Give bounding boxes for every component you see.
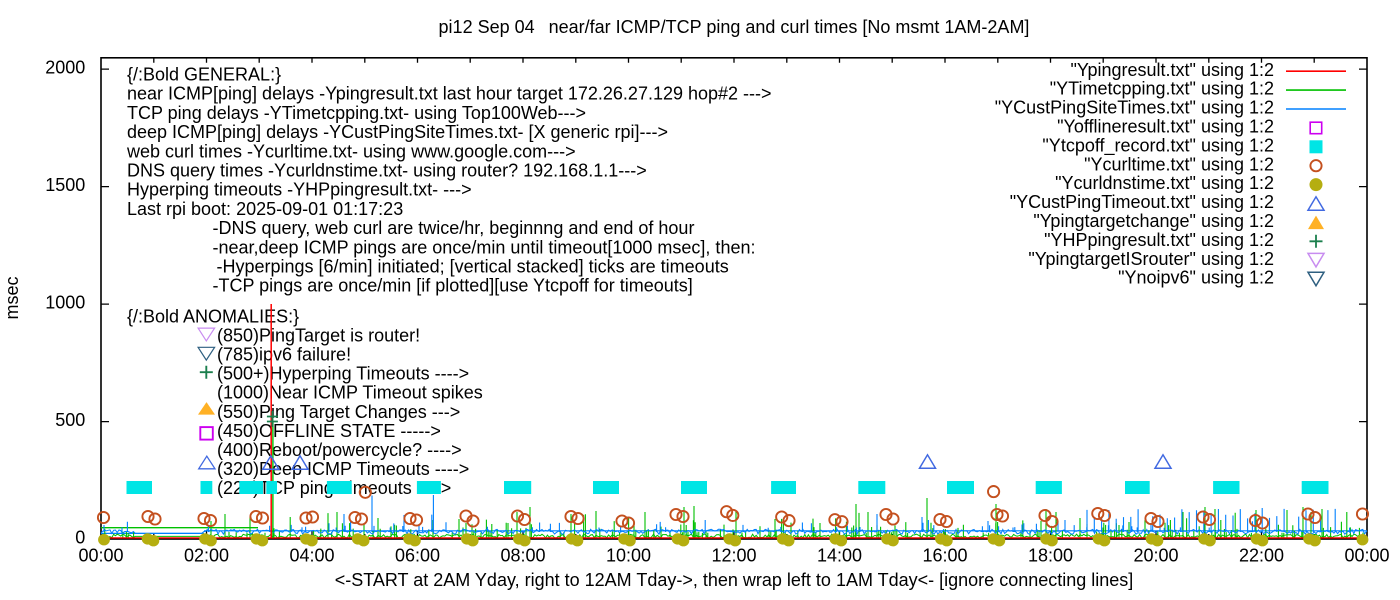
- svg-text:<-START at 2AM Yday, right to: <-START at 2AM Yday, right to 12AM Tday-…: [335, 570, 1134, 590]
- svg-text:msec: msec: [2, 276, 22, 319]
- svg-text:Hyperping timeouts -YHPpingres: Hyperping timeouts -YHPpingresult.txt- -…: [127, 180, 472, 200]
- svg-text:06:00: 06:00: [395, 546, 440, 566]
- svg-text:"YTimetcpping.txt" using 1:2: "YTimetcpping.txt" using 1:2: [1050, 79, 1274, 99]
- svg-text:(850)PingTarget is router!: (850)PingTarget is router!: [217, 326, 420, 346]
- svg-text:00:00: 00:00: [78, 546, 123, 566]
- svg-text:"Ypingtargetchange" using 1:2: "Ypingtargetchange" using 1:2: [1033, 211, 1274, 231]
- svg-text:web curl times -Ycurltime.txt-: web curl times -Ycurltime.txt- using www…: [126, 141, 576, 161]
- svg-text:"Ycurldnstime.txt" using 1:2: "Ycurldnstime.txt" using 1:2: [1055, 173, 1274, 193]
- svg-text:0: 0: [75, 528, 85, 548]
- svg-text:Last rpi boot: 2025-09-01 01:1: Last rpi boot: 2025-09-01 01:17:23: [127, 199, 403, 219]
- svg-text:"YHPpingresult.txt" using 1:2: "YHPpingresult.txt" using 1:2: [1044, 230, 1274, 250]
- svg-text:(400)Reboot/powercycle? ---->: (400)Reboot/powercycle? ---->: [217, 440, 462, 460]
- svg-text:"YCustPingTimeout.txt" using 1: "YCustPingTimeout.txt" using 1:2: [1010, 192, 1274, 212]
- svg-text:{/:Bold GENERAL:}: {/:Bold GENERAL:}: [127, 65, 281, 85]
- svg-text:14:00: 14:00: [817, 546, 862, 566]
- svg-text:500: 500: [55, 410, 85, 430]
- svg-text:-TCP pings are once/min [if pl: -TCP pings are once/min [if plotted][use…: [213, 276, 693, 296]
- svg-text:"Ynoipv6" using 1:2: "Ynoipv6" using 1:2: [1118, 268, 1274, 288]
- svg-text:(450)OFFLINE STATE ----->: (450)OFFLINE STATE ----->: [217, 421, 441, 441]
- svg-text:(500+)Hyperping Timeouts ---->: (500+)Hyperping Timeouts ---->: [217, 364, 469, 384]
- svg-text:-DNS query, web curl are twice: -DNS query, web curl are twice/hr, begin…: [213, 218, 695, 238]
- svg-text:16:00: 16:00: [922, 546, 967, 566]
- svg-text:DNS query times -Ycurldnstime.: DNS query times -Ycurldnstime.txt- using…: [127, 161, 647, 181]
- svg-text:"Ypingresult.txt" using 1:2: "Ypingresult.txt" using 1:2: [1070, 60, 1274, 80]
- svg-text:10:00: 10:00: [606, 546, 651, 566]
- svg-text:deep ICMP[ping] delays -YCustP: deep ICMP[ping] delays -YCustPingSiteTim…: [127, 122, 668, 142]
- svg-text:02:00: 02:00: [184, 546, 229, 566]
- svg-text:(1000)Near ICMP Timeout spikes: (1000)Near ICMP Timeout spikes: [217, 383, 483, 403]
- svg-text:-near,deep ICMP pings are once: -near,deep ICMP pings are once/min until…: [213, 237, 756, 257]
- svg-text:(320)Deep ICMP Timeouts ---->: (320)Deep ICMP Timeouts ---->: [217, 459, 469, 479]
- svg-text:(785)ipv6 failure!: (785)ipv6 failure!: [217, 345, 351, 365]
- svg-text:"YCustPingSiteTimes.txt" using: "YCustPingSiteTimes.txt" using 1:2: [995, 98, 1274, 118]
- svg-text:04:00: 04:00: [289, 546, 334, 566]
- svg-text:1000: 1000: [45, 293, 85, 313]
- svg-text:2000: 2000: [45, 58, 85, 78]
- svg-text:"Ycurltime.txt" using 1:2: "Ycurltime.txt" using 1:2: [1084, 154, 1274, 174]
- svg-text:20:00: 20:00: [1133, 546, 1178, 566]
- svg-text:pi12 Sep 04 near/far ICMP/TCP: pi12 Sep 04 near/far ICMP/TCP ping and c…: [439, 17, 1030, 37]
- svg-text:-Hyperpings [6/min] initiated;: -Hyperpings [6/min] initiated; [vertical…: [217, 257, 729, 277]
- svg-text:"YpingtargetISrouter" using 1:: "YpingtargetISrouter" using 1:2: [1028, 249, 1274, 269]
- svg-text:"Ytcpoff_record.txt" using 1:2: "Ytcpoff_record.txt" using 1:2: [1042, 135, 1274, 156]
- svg-text:18:00: 18:00: [1028, 546, 1073, 566]
- svg-text:00:00: 00:00: [1344, 546, 1389, 566]
- svg-text:"Yofflineresult.txt" using 1:2: "Yofflineresult.txt" using 1:2: [1057, 117, 1274, 137]
- svg-text:{/:Bold ANOMALIES:}: {/:Bold ANOMALIES:}: [127, 307, 299, 327]
- svg-text:08:00: 08:00: [500, 546, 545, 566]
- svg-text:TCP ping delays -YTimetcpping.: TCP ping delays -YTimetcpping.txt- using…: [127, 103, 586, 123]
- svg-text:(550)Ping Target Changes --->: (550)Ping Target Changes --->: [217, 402, 460, 422]
- svg-text:1500: 1500: [45, 175, 85, 195]
- svg-text:12:00: 12:00: [711, 546, 756, 566]
- svg-text:near ICMP[ping] delays -Ypingr: near ICMP[ping] delays -Ypingresult.txt …: [127, 84, 772, 104]
- svg-text:22:00: 22:00: [1239, 546, 1284, 566]
